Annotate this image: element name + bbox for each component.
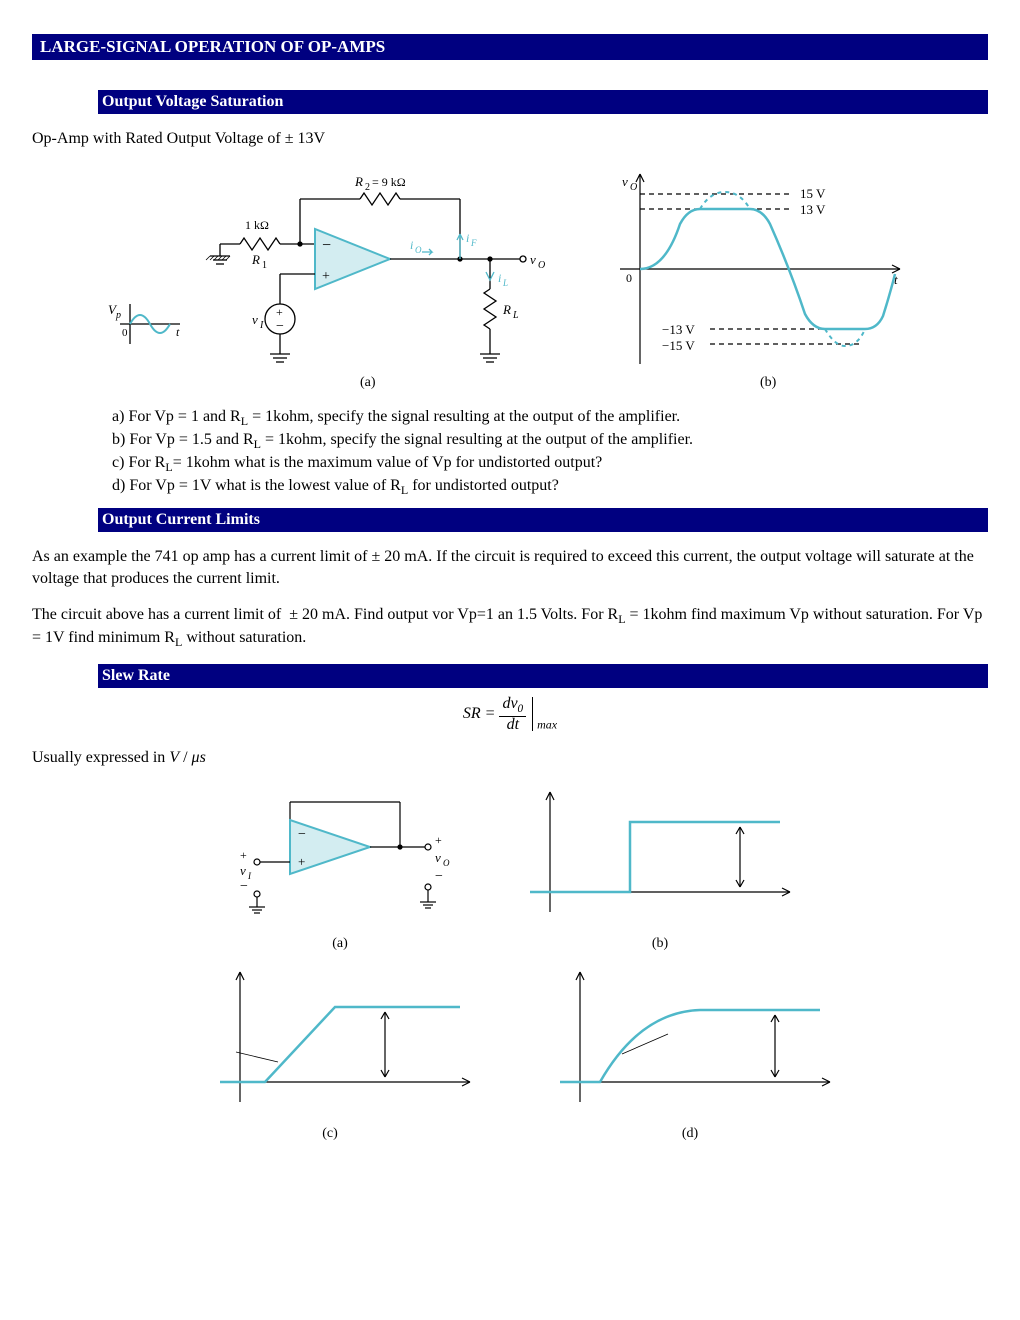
svg-text:0: 0: [626, 271, 632, 285]
fig2-caption-a: (a): [332, 936, 348, 952]
svg-text:L: L: [502, 278, 508, 288]
sub-header-2-text: Output Current Limits: [102, 511, 260, 528]
fig2b-svg: v I 0 t V: [510, 782, 810, 932]
svg-text:v: v: [534, 788, 540, 803]
main-header-text: LARGE-SIGNAL OPERATION OF OP-AMPS: [40, 37, 385, 56]
svg-text:v: v: [252, 312, 258, 327]
main-header: LARGE-SIGNAL OPERATION OF OP-AMPS: [32, 34, 988, 60]
svg-text:1: 1: [262, 260, 267, 271]
svg-text:O: O: [630, 182, 637, 193]
svg-text:= 9 kΩ: = 9 kΩ: [372, 175, 406, 189]
sub-header-3-text: Slew Rate: [102, 667, 170, 684]
svg-text:Slope = SR: Slope = SR: [170, 1043, 225, 1057]
svg-text:t: t: [785, 896, 789, 911]
svg-text:R: R: [502, 302, 511, 317]
svg-text:L: L: [512, 310, 519, 321]
svg-text:+: +: [322, 269, 330, 284]
svg-text:−15 V: −15 V: [662, 338, 695, 353]
slew-note: Usually expressed in V / μs: [32, 747, 988, 769]
svg-text:−: −: [322, 237, 331, 254]
svg-text:F: F: [470, 238, 477, 248]
figure-1-svg: V p 0 t 1 kΩ R 1 R: [100, 164, 920, 394]
svg-text:p: p: [115, 310, 121, 321]
sub-header-3: Slew Rate: [98, 664, 988, 688]
svg-text:−: −: [276, 319, 284, 334]
svg-text:+: +: [435, 833, 442, 847]
svg-text:v: v: [222, 970, 228, 985]
svg-text:+: +: [298, 854, 305, 869]
figure-1: V p 0 t 1 kΩ R 1 R: [32, 164, 988, 394]
svg-text:v: v: [435, 850, 441, 865]
svg-text:t: t: [825, 1086, 829, 1101]
svg-text:I: I: [541, 796, 546, 806]
svg-text:I: I: [259, 320, 264, 331]
svg-text:Slope = ω: Slope = ω: [670, 1021, 718, 1035]
svg-text:O: O: [443, 858, 450, 868]
svg-text:1 kΩ: 1 kΩ: [245, 218, 269, 232]
svg-text:i: i: [410, 238, 413, 252]
svg-text:V: V: [393, 1036, 403, 1051]
svg-text:O: O: [538, 260, 545, 271]
svg-text:t: t: [176, 325, 180, 339]
svg-text:R: R: [251, 252, 260, 267]
svg-text:i: i: [466, 231, 469, 245]
svg-text:t: t: [465, 1086, 469, 1101]
fig2d-svg: v O 0 t Slope = ω i V ≤ SR V: [530, 962, 850, 1122]
svg-text:13 V: 13 V: [800, 202, 826, 217]
svg-text:−: −: [240, 879, 248, 894]
svg-text:V: V: [736, 1021, 745, 1035]
sub-header-1: Output Voltage Saturation: [98, 90, 988, 114]
figure-2-row2: v O 0 t Slope = SR V (c): [32, 962, 988, 1142]
svg-text:V: V: [748, 848, 758, 863]
svg-text:V: V: [783, 1040, 793, 1055]
svg-text:R: R: [354, 174, 363, 189]
intro-text-1: Op-Amp with Rated Output Voltage of ± 13…: [32, 128, 988, 150]
figure-2-row1: − + + v O − + v I −: [32, 782, 988, 952]
sub-header-1-text: Output Voltage Saturation: [102, 93, 283, 110]
svg-text:v: v: [530, 252, 536, 267]
svg-text:−: −: [435, 869, 443, 884]
fig2-caption-c: (c): [322, 1126, 338, 1142]
svg-text:O: O: [415, 245, 422, 255]
fig2a-svg: − + + v O − + v I −: [210, 782, 470, 932]
svg-text:15 V: 15 V: [800, 186, 826, 201]
fig1-caption-b: (b): [760, 375, 777, 390]
svg-text:−: −: [298, 827, 306, 842]
svg-text:0: 0: [568, 1085, 574, 1099]
svg-text:v: v: [622, 174, 628, 189]
question-a: For Vp = 1 and RL = 1kohm, specify the s…: [112, 408, 988, 429]
svg-text:v: v: [562, 970, 568, 985]
svg-text:v: v: [240, 863, 246, 878]
svg-text:0: 0: [122, 327, 128, 339]
fig2-caption-d: (d): [682, 1126, 698, 1142]
svg-text:0: 0: [228, 1085, 234, 1099]
svg-text:−13 V: −13 V: [662, 322, 695, 337]
fig2-caption-b: (b): [652, 936, 668, 952]
slew-rate-equation: SR = dv0 dt max: [32, 696, 988, 732]
para-2a: As an example the 741 op amp has a curre…: [32, 546, 988, 589]
question-c: For RL= 1kohm what is the maximum value …: [112, 454, 988, 475]
svg-text:2: 2: [365, 182, 370, 193]
svg-text:0: 0: [538, 895, 544, 909]
question-list: For Vp = 1 and RL = 1kohm, specify the s…: [32, 408, 988, 499]
para-2b: The circuit above has a current limit of…: [32, 604, 988, 651]
svg-text:i: i: [732, 1028, 735, 1038]
question-b: For Vp = 1.5 and RL = 1kohm, specify the…: [112, 431, 988, 452]
question-d: For Vp = 1V what is the lowest value of …: [112, 477, 988, 498]
svg-text:≤ SR: ≤ SR: [746, 1021, 770, 1035]
svg-text:+: +: [240, 848, 247, 862]
svg-text:+: +: [276, 305, 283, 319]
fig1-caption-a: (a): [360, 375, 376, 390]
fig2c-svg: v O 0 t Slope = SR V: [170, 962, 490, 1122]
svg-text:i: i: [498, 271, 501, 285]
sub-header-2: Output Current Limits: [98, 508, 988, 532]
